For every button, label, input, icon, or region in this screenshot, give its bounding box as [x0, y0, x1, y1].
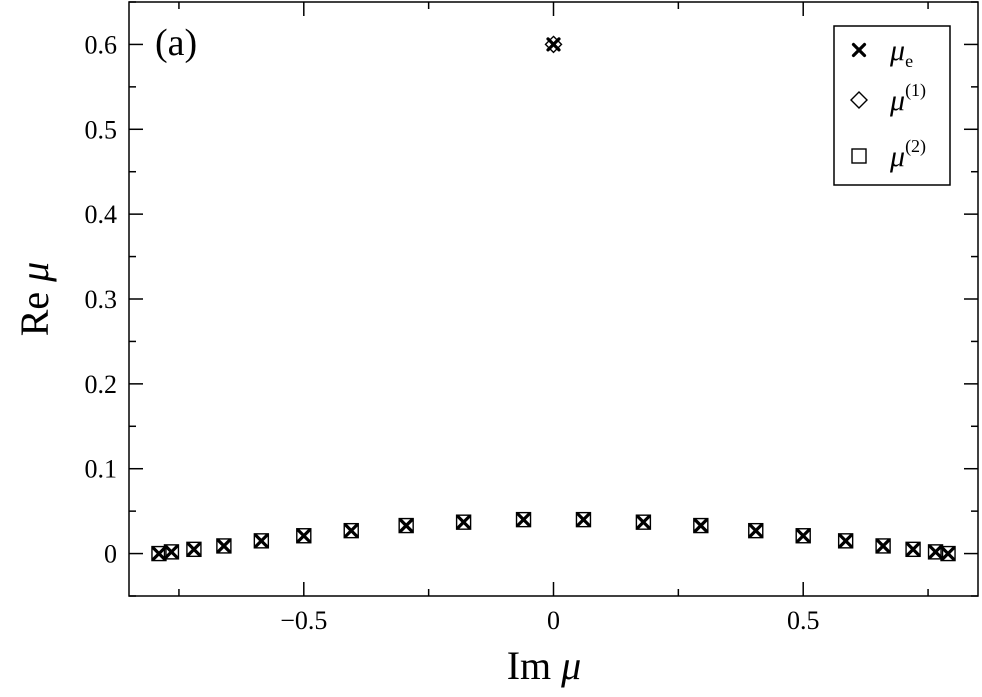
square-data-point [455, 514, 472, 530]
y-axis-title-symbol: μ [12, 262, 57, 283]
y-tick-label: 0.3 [85, 285, 118, 314]
square-data-point [575, 511, 592, 528]
square-data-point [216, 538, 232, 554]
cross-data-point [254, 533, 269, 548]
y-tick-label: 0.4 [85, 200, 118, 229]
cross-data-point [546, 37, 561, 52]
tick-labels: −0.5 0 0.5 0 0.1 0.2 0.3 0.4 0.5 0.6 [85, 30, 820, 635]
cross-data-point [296, 528, 311, 543]
y-axis-title: Re μ [12, 262, 57, 337]
square-data-point [398, 517, 414, 534]
cross-data-point [636, 515, 651, 530]
y-tick-label: 0 [104, 540, 117, 569]
square-data-point [940, 545, 956, 562]
square-data-point [795, 528, 811, 544]
square-data-point [253, 533, 270, 549]
x-tick-label: 0.5 [787, 606, 820, 635]
legend: μe μ(1) μ(2) [833, 25, 951, 186]
square-data-point [748, 522, 764, 539]
cross-data-point [576, 512, 591, 527]
y-axis-title-name: Re [12, 292, 57, 336]
legend-square-marker [851, 148, 867, 164]
cross-data-point [876, 538, 891, 554]
square-data-point [515, 511, 532, 528]
cross-data-point [516, 512, 531, 527]
x-tick-label: −0.5 [280, 606, 327, 635]
x-axis-title: Im μ [507, 643, 582, 688]
square-data-point [905, 541, 921, 558]
cross-data-point [186, 542, 202, 557]
square-data-point [296, 528, 312, 544]
square-data-point [927, 544, 944, 560]
legend-label: μ(2) [889, 136, 926, 173]
diamond-data-point [544, 35, 563, 54]
square-data-point [875, 538, 891, 554]
cross-data-point [838, 533, 853, 548]
y-tick-label: 0.6 [85, 30, 118, 59]
square-data-point [343, 522, 359, 539]
legend-cross-marker [851, 42, 867, 58]
square-data-point [163, 544, 180, 560]
legend-entries: μe μ(1) μ(2) [850, 34, 926, 173]
x-axis-title-symbol: μ [560, 643, 581, 688]
y-tick-label: 0.5 [85, 115, 118, 144]
cross-data-point [344, 523, 359, 538]
cross-data-point [164, 544, 179, 559]
legend-label: μe [889, 34, 913, 71]
square-data-point [837, 533, 854, 549]
square-data-point [186, 541, 202, 558]
cross-data-point [796, 528, 811, 543]
square-data-point [635, 514, 652, 530]
y-tick-label: 0.2 [85, 370, 118, 399]
cross-data-point [748, 523, 763, 538]
cross-data-point [940, 546, 956, 561]
cross-data-point [399, 518, 414, 533]
x-tick-label: 0 [547, 606, 560, 635]
y-tick-label: 0.1 [85, 455, 118, 484]
cross-data-point [456, 515, 471, 530]
legend-box [833, 25, 951, 186]
data-points [151, 35, 956, 562]
axis-ticks [129, 1, 978, 597]
x-axis-title-name: Im [507, 643, 551, 688]
panel-label: (a) [155, 22, 197, 64]
cross-data-point [905, 542, 921, 557]
legend-diamond-marker [850, 91, 868, 109]
square-data-point [151, 545, 167, 562]
square-data-point [693, 517, 709, 534]
cross-data-point [216, 538, 231, 554]
legend-label: μ(1) [889, 80, 926, 117]
cross-data-point [151, 546, 167, 561]
cross-data-point [693, 518, 708, 533]
cross-data-point [928, 544, 943, 559]
